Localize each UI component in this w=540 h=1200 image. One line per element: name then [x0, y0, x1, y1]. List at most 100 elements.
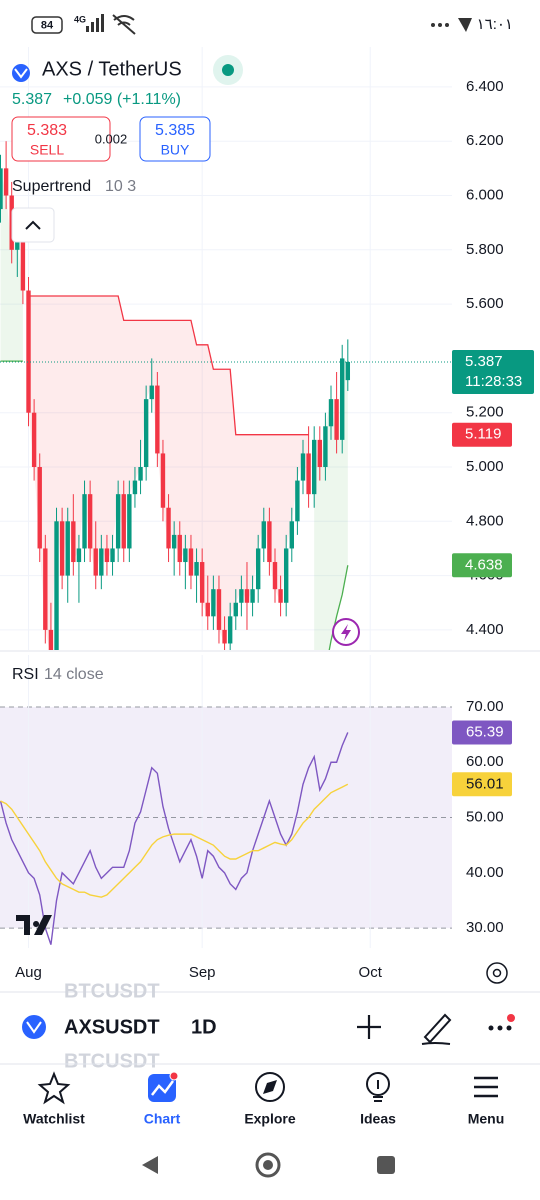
indicator-name[interactable]: Supertrend [12, 178, 91, 195]
trend-fill [314, 358, 348, 650]
chart-badge [169, 1071, 179, 1081]
y-tick-label: 50.00 [466, 809, 504, 826]
candle-body [278, 589, 283, 603]
candle-body [20, 236, 26, 291]
candle-body [160, 453, 166, 508]
x-tick-label: Aug [15, 964, 42, 981]
supertrend-line [28, 295, 309, 436]
candle-body [227, 616, 233, 644]
more-button[interactable] [488, 1025, 512, 1031]
candle-body [177, 534, 182, 563]
nav-item[interactable]: Explore [244, 1111, 296, 1127]
buy-button[interactable] [139, 116, 211, 162]
explore-needle [263, 1080, 277, 1094]
candle-body [250, 589, 255, 603]
symbol[interactable]: AXSUSDT [64, 1016, 160, 1038]
interval[interactable]: 1D [191, 1016, 217, 1038]
back-button[interactable] [142, 1156, 158, 1174]
price-tag-label: 5.119 [465, 426, 501, 443]
home-button[interactable] [255, 1152, 281, 1178]
candle-body [199, 562, 205, 603]
y-tick-label: 30.00 [466, 919, 504, 936]
candle-body [183, 548, 188, 563]
candle-body [48, 629, 54, 650]
ideas-icon [366, 1072, 390, 1096]
y-tick-label: 60.00 [466, 753, 504, 770]
chevron-up [25, 220, 41, 230]
recents-button[interactable] [377, 1156, 395, 1174]
candle-body [311, 439, 317, 495]
price-change: +0.059 (+1.11%) [63, 91, 181, 108]
value-tag-label: 65.39 [466, 723, 504, 740]
y-tick-label: 5.200 [466, 404, 504, 421]
wifi-off-icon [112, 14, 136, 35]
nav-item[interactable]: Watchlist [23, 1111, 85, 1127]
y-tick-label: 5.000 [466, 458, 504, 475]
sell-label: SELL [30, 142, 64, 158]
candle-body [149, 385, 154, 400]
buy-price: 5.385 [155, 122, 195, 139]
rsi-title[interactable]: RSI [12, 666, 39, 683]
clock: ١٦:٠١ [477, 16, 513, 33]
y-tick-label: 4.400 [466, 621, 504, 638]
candle-body [59, 521, 65, 576]
y-tick-label: 4.800 [466, 512, 504, 529]
countdown: 11:28:33 [465, 373, 522, 390]
y-tick-label: 70.00 [466, 698, 504, 715]
candle-body [127, 494, 132, 549]
price-tag [452, 553, 512, 578]
watchlist-icon [37, 1071, 71, 1105]
candle-body [261, 521, 266, 549]
candle-body [143, 399, 149, 468]
ideas-bulb [373, 1080, 383, 1102]
settings-icon[interactable] [486, 962, 508, 984]
candle-body [166, 507, 171, 549]
y-tick-label: 40.00 [466, 864, 504, 881]
buy-label: BUY [161, 142, 190, 158]
candle-body [300, 453, 306, 481]
candle-body [65, 521, 70, 576]
candle-body [239, 589, 244, 603]
add-button[interactable] [357, 1015, 381, 1039]
battery-icon [31, 16, 63, 34]
supertrend-line [328, 565, 349, 650]
nav-item[interactable]: Chart [144, 1111, 181, 1127]
nav-item[interactable]: Ideas [360, 1111, 396, 1127]
candle-body [76, 548, 82, 563]
candle-body [289, 521, 294, 549]
candle-body [323, 426, 328, 468]
status-dots [431, 23, 449, 27]
trend-fill [28, 295, 309, 650]
sell-button[interactable] [11, 116, 111, 162]
y-tick-label: 6.400 [466, 78, 504, 95]
price-tag [452, 422, 512, 447]
candle-body [244, 589, 250, 603]
candle-body [138, 467, 143, 481]
market-status-dot [222, 64, 234, 76]
collapse-button[interactable] [11, 207, 55, 243]
symbol-logo [12, 64, 30, 82]
chart-icon-line [151, 1080, 175, 1096]
indicator-params: 10 3 [105, 178, 136, 195]
nav-item[interactable]: Menu [468, 1111, 505, 1127]
candle-body [222, 629, 227, 644]
candle-body [155, 385, 160, 454]
tv-logo [16, 915, 52, 935]
more-badge [507, 1014, 515, 1022]
candle-body [255, 548, 261, 590]
settings-icon-inner [492, 968, 502, 978]
symbol-title[interactable]: AXS / TetherUS [42, 58, 182, 80]
draw-button[interactable] [421, 1013, 452, 1045]
menu-icon [474, 1076, 498, 1098]
rsi-plot [0, 655, 452, 948]
symbol-logo [22, 1015, 46, 1039]
rsi-line [0, 783, 349, 898]
candle-body [171, 534, 177, 549]
candle-body [267, 521, 272, 563]
spread: 0.002 [95, 131, 128, 146]
candle-body [233, 602, 238, 617]
network-type: 4G [74, 14, 86, 24]
candle-body [317, 439, 323, 468]
